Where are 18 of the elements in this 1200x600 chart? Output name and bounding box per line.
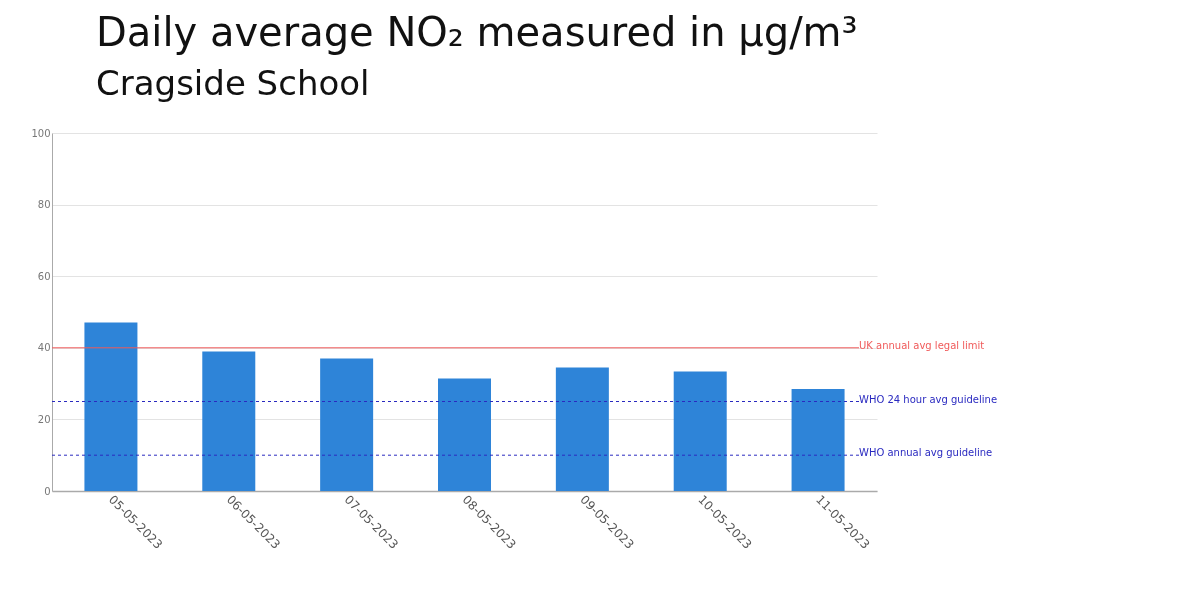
y-tick-label: 100 [31, 127, 51, 139]
bar [84, 322, 138, 491]
y-tick-label: 80 [37, 199, 51, 211]
bar [791, 388, 845, 491]
chart-title: Daily average NO₂ measured in µg/m³ [96, 9, 858, 55]
bar [555, 367, 609, 491]
y-tick-label: 40 [37, 342, 51, 354]
ref-line-label: WHO annual avg guideline [859, 447, 993, 459]
bar [673, 371, 727, 491]
bar [202, 351, 256, 491]
chart-subtitle: Cragside School [96, 63, 370, 103]
bar [438, 378, 491, 491]
y-tick-label: 20 [37, 413, 51, 425]
bar [320, 358, 374, 491]
y-tick-label: 60 [37, 270, 51, 282]
y-tick-label: 0 [44, 485, 51, 497]
ref-line-label: WHO 24 hour avg guideline [859, 393, 998, 405]
ref-line-label: UK annual avg legal limit [859, 339, 985, 351]
